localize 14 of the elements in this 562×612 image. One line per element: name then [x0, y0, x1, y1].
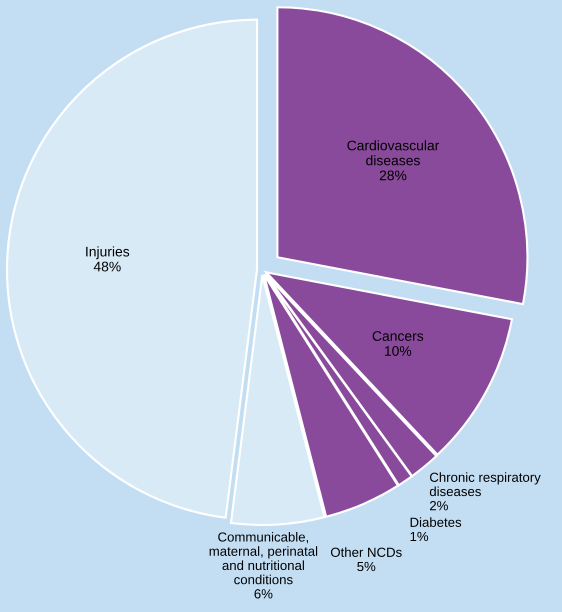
data-label: 48%	[94, 262, 121, 272]
data-label: 10%	[384, 346, 412, 356]
data-label: 28%	[380, 170, 406, 180]
data-label: 2%	[430, 501, 448, 510]
data-label: 6%	[254, 589, 272, 599]
slice-label: Communicable, maternal, perinatal and nutritional conditions	[210, 532, 318, 584]
slice-label: Chronic respiratory diseases	[430, 472, 541, 496]
slice-label: Diabetes	[410, 517, 462, 527]
slice-label: Injuries	[86, 246, 130, 260]
slice-label: Other NCDs	[330, 547, 402, 557]
slice-label: Cancers	[372, 331, 424, 341]
slice-label: Cardiovascular diseases	[347, 140, 440, 166]
data-label: 5%	[357, 562, 376, 572]
data-label: 1%	[410, 532, 428, 542]
